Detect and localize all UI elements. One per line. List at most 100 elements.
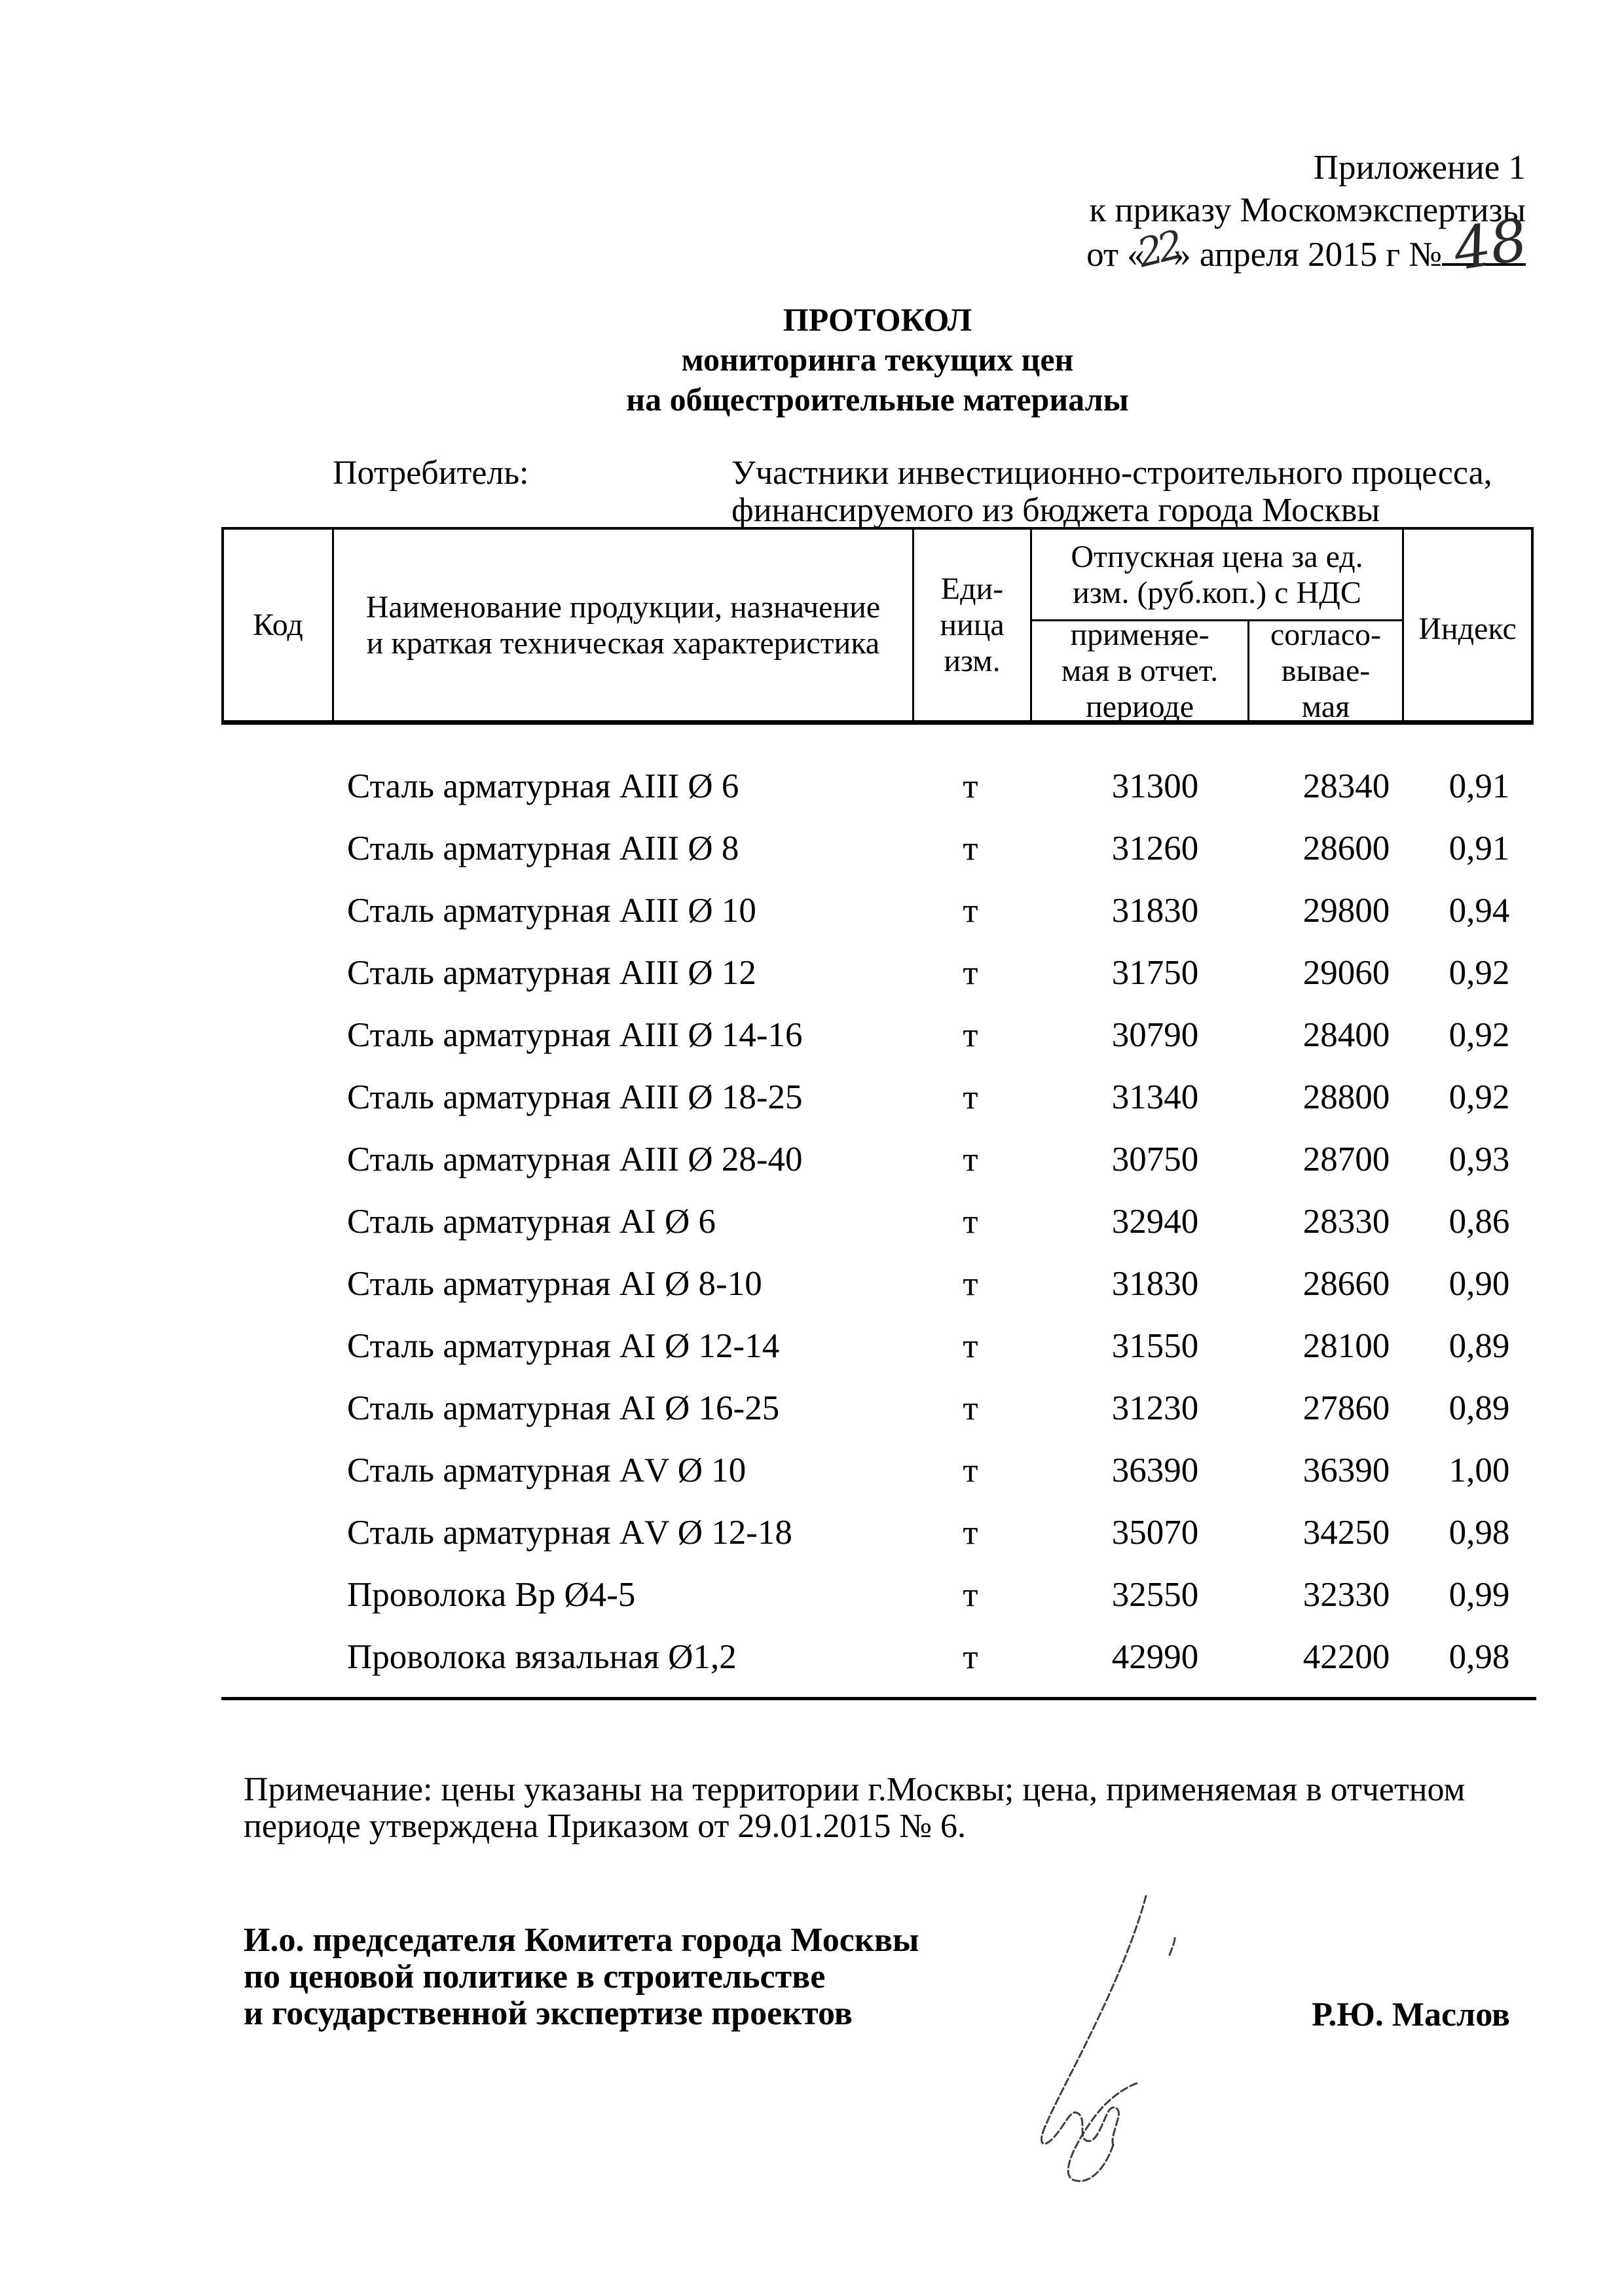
cell-product-name: Сталь арматурная АIII Ø 18-25 [347,1078,803,1116]
note-paragraph: Примечание: цены указаны на территории г… [244,1771,1466,1845]
cell-product-name: Проволока Вр Ø4-5 [347,1575,636,1614]
cell-product-name: Сталь арматурная АIII Ø 12 [347,953,756,992]
cell-price-agreed: 28600 [1302,829,1390,867]
cell-index: 0,92 [1449,1015,1510,1054]
header-cell-price-applied: применяе- мая в отчет. периоде [1032,617,1249,724]
table-row: Проволока Вр Ø4-5 т 32550 32330 0,99 [221,1563,1534,1626]
number-underline: 48 [1442,206,1532,283]
header-cell-code: Код [224,530,334,720]
appendix-line-1: Приложение 1 [1313,149,1526,187]
cell-unit: т [963,829,978,867]
signer-position: И.о. председателя Комитета города Москвы… [244,1922,919,2032]
cell-price-applied: 36390 [1111,1451,1199,1489]
cell-product-name: Сталь арматурная АV Ø 10 [347,1451,747,1489]
cell-index: 0,98 [1449,1637,1510,1676]
cell-price-agreed: 28400 [1302,1015,1390,1054]
cell-product-name: Сталь арматурная АI Ø 12-14 [347,1326,780,1365]
cell-unit: т [963,1513,978,1552]
cell-price-agreed: 28340 [1302,767,1390,805]
cell-product-name: Проволока вязальная Ø1,2 [347,1637,737,1676]
cell-price-agreed: 28100 [1302,1326,1390,1365]
cell-price-applied: 31830 [1111,1264,1199,1303]
cell-product-name: Сталь арматурная АIII Ø 10 [347,891,756,930]
consumer-label: Потребитель: [333,454,529,492]
title-line-2: мониторинга текущих цен [681,341,1074,378]
table-row: Проволока вязальная Ø1,2 т 42990 42200 0… [221,1626,1534,1688]
title-line-3: на общестроительные материалы [626,381,1129,418]
order-date-middle: » апреля 2015 г № [1173,236,1442,274]
signer-name: Р.Ю. Маслов [1312,1996,1510,2033]
cell-price-agreed: 42200 [1302,1637,1390,1676]
table-bottom-rule [221,1697,1536,1700]
title-line-1: ПРОТОКОЛ [783,301,972,338]
table-row: Сталь арматурная АI Ø 16-25 т 31230 2786… [221,1377,1534,1439]
cell-index: 0,92 [1449,953,1510,992]
cell-price-applied: 31300 [1111,767,1199,805]
table-row: Сталь арматурная АIII Ø 6 т 31300 28340 … [221,755,1534,817]
table-row: Сталь арматурная АI Ø 6 т 32940 28330 0,… [221,1190,1534,1252]
table-row: Сталь арматурная АIII Ø 10 т 31830 29800… [221,879,1534,941]
cell-index: 0,89 [1449,1326,1510,1365]
document-title: ПРОТОКОЛ мониторинга текущих цен на обще… [223,300,1532,420]
cell-unit: т [963,1389,978,1427]
cell-unit: т [963,953,978,992]
table-row: Сталь арматурная АIII Ø 18-25 т 31340 28… [221,1066,1534,1128]
cell-product-name: Сталь арматурная АI Ø 16-25 [347,1389,780,1427]
cell-price-applied: 31550 [1111,1326,1199,1365]
cell-unit: т [963,1078,978,1116]
header-cell-name: Наименование продукции, назначение и кра… [334,530,914,720]
cell-price-agreed: 32330 [1302,1575,1390,1614]
cell-index: 0,99 [1449,1575,1510,1614]
header-cell-unit: Еди- ница изм. [914,530,1032,720]
cell-price-applied: 32940 [1111,1202,1199,1241]
header-cell-price-group: Отпускная цена за ед. изм. (руб.коп.) с … [1032,530,1404,621]
table-row: Сталь арматурная АI Ø 8-10 т 31830 28660… [221,1252,1534,1315]
handwritten-order-number: 48 [1449,205,1532,284]
cell-price-applied: 31340 [1111,1078,1199,1116]
table-row: Сталь арматурная АV Ø 12-18 т 35070 3425… [221,1501,1534,1563]
cell-unit: т [963,767,978,805]
cell-product-name: Сталь арматурная АV Ø 12-18 [347,1513,792,1552]
table-row: Сталь арматурная АIII Ø 14-16 т 30790 28… [221,1004,1534,1066]
cell-price-agreed: 28800 [1302,1078,1390,1116]
cell-price-agreed: 28660 [1302,1264,1390,1303]
table-row: Сталь арматурная АI Ø 12-14 т 31550 2810… [221,1315,1534,1377]
cell-price-agreed: 27860 [1302,1389,1390,1427]
cell-unit: т [963,1637,978,1676]
table-row: Сталь арматурная АIII Ø 8 т 31260 28600 … [221,817,1534,879]
cell-index: 0,93 [1449,1140,1510,1178]
table-row: Сталь арматурная АIII Ø 12 т 31750 29060… [221,941,1534,1004]
cell-unit: т [963,1264,978,1303]
cell-index: 0,94 [1449,891,1510,930]
appendix-line-2: к приказу Москомэкспертизы [1089,191,1526,229]
cell-unit: т [963,1015,978,1054]
cell-product-name: Сталь арматурная АI Ø 6 [347,1202,716,1241]
consumer-value: Участники инвестиционно-строительного пр… [731,454,1492,529]
cell-product-name: Сталь арматурная АIII Ø 14-16 [347,1015,803,1054]
header-cell-price-agreed: согласо- вывае- мая [1249,617,1404,724]
cell-unit: т [963,1202,978,1241]
cell-product-name: Сталь арматурная АIII Ø 28-40 [347,1140,803,1178]
cell-price-applied: 31830 [1111,891,1199,930]
cell-price-applied: 30750 [1111,1140,1199,1178]
cell-price-agreed: 28700 [1302,1140,1390,1178]
table-row: Сталь арматурная АV Ø 10 т 36390 36390 1… [221,1439,1534,1501]
cell-product-name: Сталь арматурная АIII Ø 6 [347,767,739,805]
cell-index: 0,98 [1449,1513,1510,1552]
cell-index: 0,92 [1449,1078,1510,1116]
appendix-block: Приложение 1 к приказу Москомэкспертизы … [1086,147,1532,283]
cell-index: 0,89 [1449,1389,1510,1427]
cell-price-agreed: 34250 [1302,1513,1390,1552]
cell-price-agreed: 29060 [1302,953,1390,992]
appendix-line-3: от «22» апреля 2015 г № 48 [1086,206,1532,283]
cell-index: 0,90 [1449,1264,1510,1303]
cell-price-agreed: 36390 [1302,1451,1390,1489]
cell-price-applied: 31260 [1111,829,1199,867]
price-table: Код Наименование продукции, назначение и… [221,527,1536,1700]
cell-price-applied: 35070 [1111,1513,1199,1552]
cell-unit: т [963,891,978,930]
table-body: Сталь арматурная АIII Ø 6 т 31300 28340 … [221,725,1534,1697]
consumer-row: Потребитель: Участники инвестиционно-стр… [333,454,1492,529]
signature-scribble [1041,1895,1176,2182]
